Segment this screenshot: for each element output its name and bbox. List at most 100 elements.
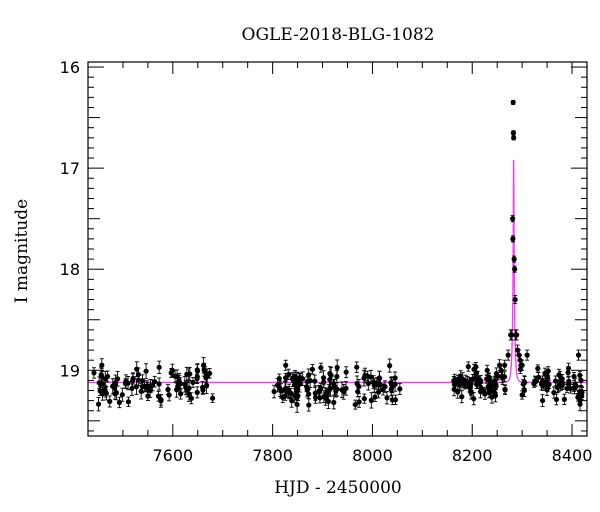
point-marker [368,397,374,403]
point-marker [571,373,577,380]
point-marker [565,370,571,376]
data-point [334,370,340,384]
data-point [286,368,292,381]
point-marker [168,370,174,376]
point-marker [352,402,358,408]
data-point [113,385,119,401]
point-marker [488,384,494,390]
point-marker [116,399,123,406]
y-tick-label: 17 [60,159,80,178]
data-point [165,384,171,395]
point-marker [514,332,520,338]
point-marker [535,374,542,380]
data-point [493,367,499,380]
point-marker [459,394,465,400]
data-point [471,392,477,406]
data-point [539,394,546,407]
data-point [172,369,178,383]
point-marker [461,381,468,388]
data-point [488,383,494,392]
data-point [271,384,277,399]
point-marker [539,397,546,404]
data-point [505,349,511,361]
point-marker [130,377,136,383]
point-marker [183,385,189,391]
data-point [175,380,181,392]
point-marker [387,363,393,369]
point-marker [384,395,390,401]
point-marker [331,384,338,390]
data-point [327,372,333,387]
point-marker [488,379,494,385]
point-marker [553,378,559,384]
point-marker [91,370,97,376]
point-marker [473,364,479,370]
point-marker [276,375,282,382]
point-marker [200,362,207,368]
data-point [354,361,360,373]
point-marker [327,376,333,383]
data-point [280,391,286,404]
x-tick-label: 7800 [252,446,293,465]
x-tick-label: 8200 [452,446,493,465]
data-point [510,99,516,106]
data-point [459,390,465,404]
point-marker [107,398,113,405]
point-marker [539,378,546,384]
point-marker [312,378,318,384]
x-tick-label: 8400 [552,446,593,465]
data-point [274,378,281,393]
point-marker [566,378,572,385]
data-point [285,386,292,398]
data-point [178,387,184,400]
data-point [551,386,557,399]
point-marker [388,387,394,393]
point-marker [372,394,378,400]
point-marker [533,379,539,385]
point-marker [188,395,194,401]
point-marker [209,395,216,401]
data-point [372,392,378,402]
data-point [135,367,142,382]
data-point [104,370,111,383]
point-marker [568,386,574,392]
point-marker [334,364,340,371]
data-point [465,361,471,372]
plot-frame [87,61,588,437]
data-point [384,391,390,405]
data-point [295,390,301,402]
point-marker [455,377,461,383]
point-marker [376,375,383,381]
point-marker [554,384,561,391]
point-marker [524,352,530,358]
data-point [568,383,574,394]
data-point [502,359,508,371]
point-marker [175,383,181,389]
x-tick-label: 7600 [152,446,193,465]
data-point [141,380,148,393]
data-points-layer [91,99,585,413]
data-point [138,383,144,400]
data-point [509,329,515,341]
data-point [554,382,561,393]
model-curve [88,160,587,384]
data-point [325,394,331,410]
point-marker [99,362,105,368]
data-point [522,376,528,390]
data-point [156,360,162,374]
data-point [382,380,388,393]
point-marker [158,398,164,404]
y-axis-label: I magnitude [12,199,32,303]
data-point [119,387,125,402]
point-marker [295,393,301,399]
data-point [468,379,474,388]
point-marker [374,380,380,386]
tick-labels: 7600 7800 8000 8200 8400 16 17 18 19 [60,58,593,465]
point-marker [166,392,172,398]
point-marker [317,395,323,401]
point-marker [473,381,480,387]
data-point [102,384,108,396]
point-marker [95,401,102,407]
point-marker [307,377,313,384]
data-point [510,130,516,136]
